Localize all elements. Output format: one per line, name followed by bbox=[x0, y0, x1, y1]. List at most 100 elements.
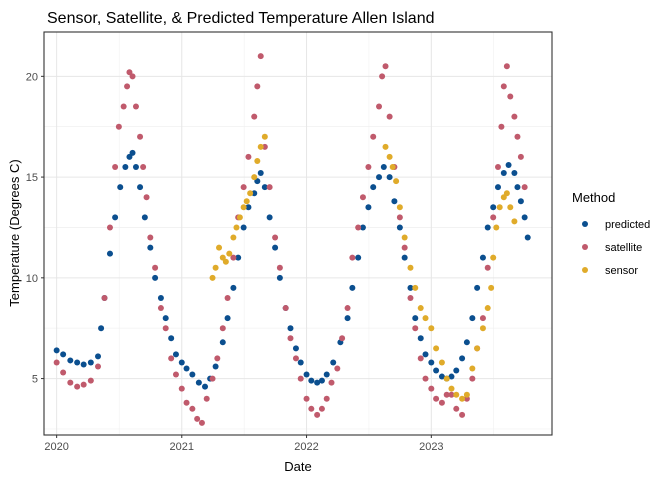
point-satellite bbox=[308, 405, 315, 412]
point-predicted bbox=[330, 359, 337, 366]
point-sensor bbox=[240, 204, 247, 211]
series-satellite bbox=[53, 53, 528, 426]
point-predicted bbox=[172, 351, 179, 358]
series-sensor bbox=[209, 133, 518, 402]
legend-key-satellite bbox=[582, 244, 588, 250]
point-predicted bbox=[80, 361, 87, 368]
point-predicted bbox=[272, 244, 279, 251]
point-sensor bbox=[438, 359, 445, 366]
point-predicted bbox=[448, 373, 455, 380]
legend-key-predicted bbox=[582, 221, 588, 227]
point-sensor bbox=[236, 214, 243, 221]
point-satellite bbox=[276, 264, 283, 271]
x-tick-label: 2020 bbox=[44, 441, 68, 453]
point-satellite bbox=[494, 164, 501, 170]
point-satellite bbox=[498, 123, 505, 130]
point-sensor bbox=[493, 224, 500, 231]
point-predicted bbox=[453, 367, 460, 374]
point-satellite bbox=[101, 294, 108, 301]
plot-panel-border bbox=[43, 31, 553, 436]
point-satellite bbox=[303, 395, 310, 402]
y-tick-label: 10 bbox=[26, 273, 38, 285]
point-sensor bbox=[474, 345, 481, 352]
point-satellite bbox=[124, 83, 131, 90]
point-predicted bbox=[359, 224, 366, 231]
point-predicted bbox=[401, 254, 408, 261]
point-satellite bbox=[183, 399, 190, 406]
point-satellite bbox=[162, 325, 169, 332]
point-predicted bbox=[349, 284, 356, 291]
point-predicted bbox=[521, 214, 528, 221]
point-predicted bbox=[386, 174, 393, 181]
point-satellite bbox=[272, 234, 279, 241]
point-satellite bbox=[80, 381, 87, 388]
point-satellite bbox=[339, 335, 346, 342]
point-satellite bbox=[198, 419, 205, 426]
point-satellite bbox=[132, 103, 139, 110]
point-sensor bbox=[212, 264, 219, 271]
point-predicted bbox=[53, 347, 60, 354]
point-satellite bbox=[417, 355, 424, 362]
point-sensor bbox=[230, 234, 237, 241]
point-predicted bbox=[183, 365, 190, 372]
point-satellite bbox=[292, 355, 299, 362]
point-satellite bbox=[323, 395, 330, 402]
point-satellite bbox=[297, 375, 304, 382]
y-axis-title: Temperature (Degrees C) bbox=[7, 159, 22, 306]
point-sensor bbox=[382, 143, 389, 150]
point-satellite bbox=[67, 379, 74, 386]
x-tick-label: 2021 bbox=[170, 441, 194, 453]
legend-label-satellite: satellite bbox=[605, 242, 642, 254]
point-sensor bbox=[247, 190, 254, 197]
point-satellite bbox=[129, 73, 136, 80]
point-predicted bbox=[505, 161, 512, 168]
point-sensor bbox=[448, 385, 455, 392]
point-predicted bbox=[95, 353, 102, 360]
point-sensor bbox=[393, 178, 400, 185]
point-satellite bbox=[386, 113, 393, 120]
series-predicted bbox=[53, 149, 531, 390]
point-satellite bbox=[453, 405, 460, 412]
point-satellite bbox=[178, 385, 185, 392]
point-predicted bbox=[219, 339, 226, 346]
point-predicted bbox=[132, 164, 139, 170]
point-predicted bbox=[141, 214, 148, 221]
point-predicted bbox=[261, 184, 268, 191]
point-sensor bbox=[459, 395, 466, 402]
point-predicted bbox=[106, 250, 113, 257]
point-predicted bbox=[355, 254, 362, 261]
point-sensor bbox=[209, 274, 216, 281]
point-predicted bbox=[230, 284, 237, 291]
point-satellite bbox=[407, 294, 414, 301]
point-predicted bbox=[251, 190, 258, 197]
point-predicted bbox=[407, 284, 414, 291]
point-predicted bbox=[370, 184, 377, 191]
point-predicted bbox=[112, 214, 119, 221]
legend-title: Method bbox=[572, 190, 615, 205]
legend-label-predicted: predicted bbox=[605, 219, 650, 231]
point-predicted bbox=[417, 335, 424, 342]
point-sensor bbox=[257, 143, 264, 150]
point-satellite bbox=[74, 383, 81, 390]
point-sensor bbox=[443, 375, 450, 382]
point-satellite bbox=[230, 254, 237, 261]
point-satellite bbox=[245, 153, 252, 160]
point-satellite bbox=[517, 153, 524, 160]
point-predicted bbox=[74, 359, 81, 366]
point-satellite bbox=[115, 123, 122, 130]
point-predicted bbox=[122, 164, 129, 170]
point-sensor bbox=[453, 391, 460, 398]
point-sensor bbox=[511, 218, 518, 225]
point-predicted bbox=[67, 357, 74, 364]
point-satellite bbox=[344, 305, 351, 312]
point-sensor bbox=[463, 391, 470, 398]
point-sensor bbox=[490, 254, 497, 261]
point-sensor bbox=[469, 365, 476, 372]
point-sensor bbox=[396, 204, 403, 211]
point-predicted bbox=[212, 363, 219, 370]
point-sensor bbox=[484, 305, 491, 312]
point-satellite bbox=[479, 315, 486, 322]
point-satellite bbox=[140, 164, 147, 170]
point-sensor bbox=[417, 305, 424, 312]
